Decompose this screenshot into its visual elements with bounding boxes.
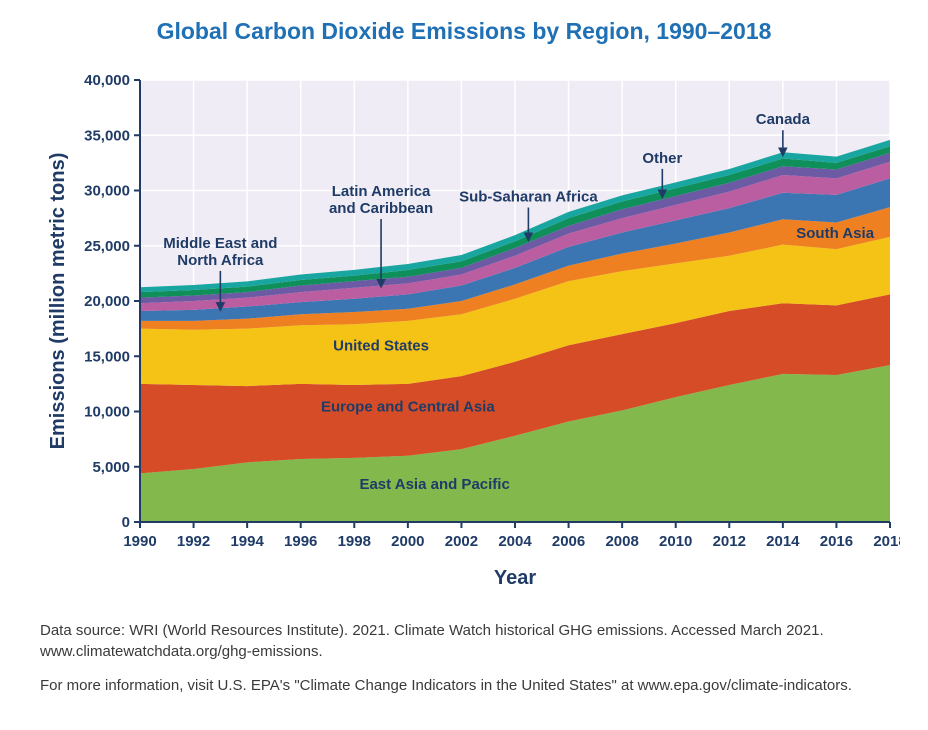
y-tick-label: 25,000 [84, 238, 130, 255]
annotation-label: North Africa [177, 252, 264, 269]
region-label: Europe and Central Asia [321, 399, 495, 416]
annotation-label: Canada [756, 111, 811, 128]
annotation-label: Middle East and [163, 235, 277, 252]
x-tick-label: 2010 [659, 533, 692, 550]
x-tick-label: 2016 [820, 533, 853, 550]
y-tick-label: 15,000 [84, 348, 130, 365]
y-tick-label: 0 [122, 514, 130, 531]
x-tick-label: 1992 [177, 533, 210, 550]
x-tick-label: 2012 [713, 533, 746, 550]
annotation-label: Sub-Saharan Africa [459, 189, 598, 206]
y-tick-label: 40,000 [84, 72, 130, 89]
y-tick-label: 20,000 [84, 293, 130, 310]
x-tick-label: 2002 [445, 533, 478, 550]
y-axis-title: Emissions (million metric tons) [47, 153, 69, 450]
annotation-label: and Caribbean [329, 200, 433, 217]
footer-text: Data source: WRI (World Resources Instit… [40, 621, 900, 710]
x-tick-label: 1996 [284, 533, 317, 550]
y-tick-label: 10,000 [84, 404, 130, 421]
x-axis-title: Year [494, 567, 536, 589]
region-label: East Asia and Pacific [359, 476, 509, 493]
region-label: United States [333, 338, 429, 355]
annotation-label: Latin America [332, 183, 431, 200]
x-tick-label: 2014 [766, 533, 800, 550]
x-tick-label: 2004 [498, 533, 532, 550]
x-tick-label: 2008 [605, 533, 638, 550]
annotation-label: Other [642, 150, 682, 167]
x-tick-label: 1998 [338, 533, 371, 550]
x-tick-label: 2006 [552, 533, 585, 550]
footer-more-info: For more information, visit U.S. EPA's "… [40, 676, 900, 696]
chart-title: Global Carbon Dioxide Emissions by Regio… [0, 0, 928, 45]
y-tick-label: 30,000 [84, 183, 130, 200]
footer-source: Data source: WRI (World Resources Instit… [40, 621, 900, 662]
y-tick-label: 5,000 [92, 459, 130, 476]
x-tick-label: 1990 [123, 533, 156, 550]
x-tick-label: 2018 [873, 533, 900, 550]
x-tick-label: 1994 [230, 533, 264, 550]
stacked-area-chart: 0 5,000 10,000 15,000 20,000 25,000 30,000 35,0… [40, 60, 900, 600]
region-label: South Asia [796, 225, 874, 242]
x-tick-label: 2000 [391, 533, 424, 550]
y-tick-label: 35,000 [84, 127, 130, 144]
chart-container: 0 5,000 10,000 15,000 20,000 25,000 30,000 35,0… [40, 60, 900, 600]
